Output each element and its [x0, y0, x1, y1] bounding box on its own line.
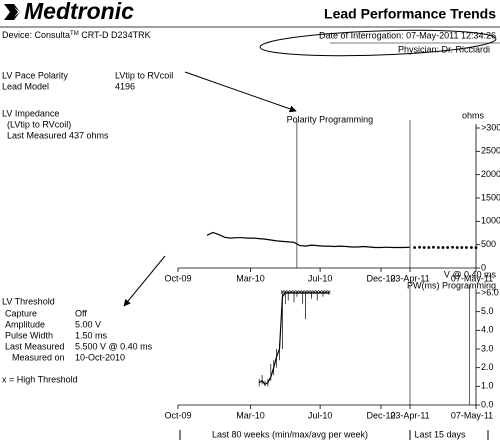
logo: Medtronic [24, 0, 134, 24]
interrogation-date: Date of Interrogation: 07-May-2011 12:34… [319, 30, 496, 40]
high-threshold-mark [321, 290, 325, 294]
x-tick-label: Mar-10 [236, 410, 265, 420]
data-dot [436, 246, 440, 249]
x-tick-label: 07-May-11 [451, 273, 493, 283]
x-tick-label: Oct-09 [164, 410, 191, 420]
y-tick-label: >3000 [481, 122, 500, 132]
y-tick-label: 3.0 [481, 343, 494, 353]
data-dot [451, 245, 454, 249]
high-threshold-mark [312, 290, 317, 294]
setting-value: Off [75, 308, 87, 318]
data-dot [432, 245, 435, 249]
data-dot [413, 246, 417, 249]
setting-value: 10-Oct-2010 [75, 352, 125, 362]
data-dot [465, 246, 468, 249]
footer-label: Last 80 weeks (min/max/avg per week) [212, 429, 368, 439]
setting-value: 5.00 V [75, 319, 101, 329]
hand-circle [259, 29, 497, 57]
arrow [184, 71, 297, 113]
y-tick-label: >6.0 [481, 287, 499, 297]
setting-label: Pulse Width [5, 330, 53, 340]
data-dot [460, 246, 464, 249]
data-dot [455, 246, 459, 249]
y-tick-label: 4.0 [481, 325, 494, 335]
y-axis-label: V @ 0.40 ms [444, 269, 497, 279]
footer-label: Last 15 days [414, 429, 466, 439]
x-tick-label: Oct-09 [164, 273, 191, 283]
y-tick-label: 0.0 [481, 399, 494, 409]
y-tick-label: 0 [481, 262, 486, 272]
setting-label: Last Measured [5, 341, 65, 351]
data-line [258, 292, 329, 386]
label: Last Measured 437 ohms [7, 130, 109, 140]
y-tick-label: 1.0 [481, 381, 494, 391]
high-threshold-mark [289, 290, 293, 294]
label: (LVtip to RVcoil) [7, 119, 71, 129]
data-dot [446, 246, 450, 249]
x-tick-label: 23-Apr-11 [390, 273, 429, 283]
high-threshold-mark [315, 290, 319, 294]
x-tick-label: 07-May-11 [451, 410, 493, 420]
y-tick-label: 5.0 [481, 306, 494, 316]
device-name: Device: Consulta [2, 30, 70, 40]
x-tick-label: Jul-10 [308, 273, 333, 283]
device: Device: ConsultaTM CRT-D D234TRK [2, 30, 151, 40]
y-tick-label: 1500 [481, 192, 500, 202]
high-threshold-mark [295, 290, 299, 294]
high-threshold-mark [327, 290, 331, 294]
high-threshold-mark [300, 290, 305, 294]
legend-entry: x = High Threshold [2, 374, 78, 384]
x-tick-label: Mar-10 [236, 273, 265, 283]
annotation: PW(ms) Programming [407, 280, 496, 290]
x-tick-label: 23-Apr-11 [390, 410, 429, 420]
high-threshold-mark [280, 290, 285, 294]
value: LVtip to RVcoil [115, 70, 173, 80]
data-dot [427, 246, 431, 249]
data-dot [469, 246, 473, 249]
setting-label: Capture [5, 308, 37, 318]
high-threshold-mark [298, 290, 302, 294]
high-threshold-mark [309, 290, 314, 294]
data-dot [441, 246, 445, 249]
trademark: TM [70, 31, 79, 37]
setting-value: 1.50 ms [75, 330, 108, 340]
label: LV Threshold [2, 296, 55, 306]
x-tick-label: Dec-10 [366, 273, 395, 283]
x-tick-label: Dec-10 [366, 410, 395, 420]
high-threshold-mark [292, 290, 296, 294]
report-title: Lead Performance Trends [324, 6, 496, 22]
label: LV Impedance [2, 108, 59, 118]
high-threshold-mark [303, 290, 308, 294]
physician: Physician: Dr. Ricciardi [398, 44, 490, 54]
value: 4196 [115, 81, 135, 91]
high-threshold-mark [286, 290, 290, 294]
data-dot [422, 246, 426, 249]
y-axis-label: ohms [462, 110, 485, 120]
data-dot [474, 246, 478, 250]
high-threshold-mark [283, 290, 288, 294]
label: Lead Model [2, 81, 49, 91]
annotation: Polarity Programming [287, 114, 374, 124]
setting-value: 5.500 V @ 0.40 ms [75, 341, 153, 351]
setting-label: Amplitude [5, 319, 45, 329]
high-threshold-mark [306, 290, 311, 294]
y-tick-label: 2.0 [481, 362, 494, 372]
x-tick-label: Jul-10 [308, 410, 333, 420]
setting-label: Measured on [12, 352, 65, 362]
label: LV Pace Polarity [2, 70, 68, 80]
high-threshold-mark [318, 290, 322, 294]
y-tick-label: 2500 [481, 146, 500, 156]
device-model: CRT-D D234TRK [79, 30, 151, 40]
high-threshold-mark [324, 290, 328, 294]
logo-mark [4, 4, 20, 20]
arrow [123, 255, 166, 307]
y-tick-label: 2000 [481, 169, 500, 179]
y-tick-label: 500 [481, 239, 496, 249]
data-line [206, 231, 411, 249]
y-tick-label: 1000 [481, 216, 500, 226]
data-dot [418, 245, 421, 249]
